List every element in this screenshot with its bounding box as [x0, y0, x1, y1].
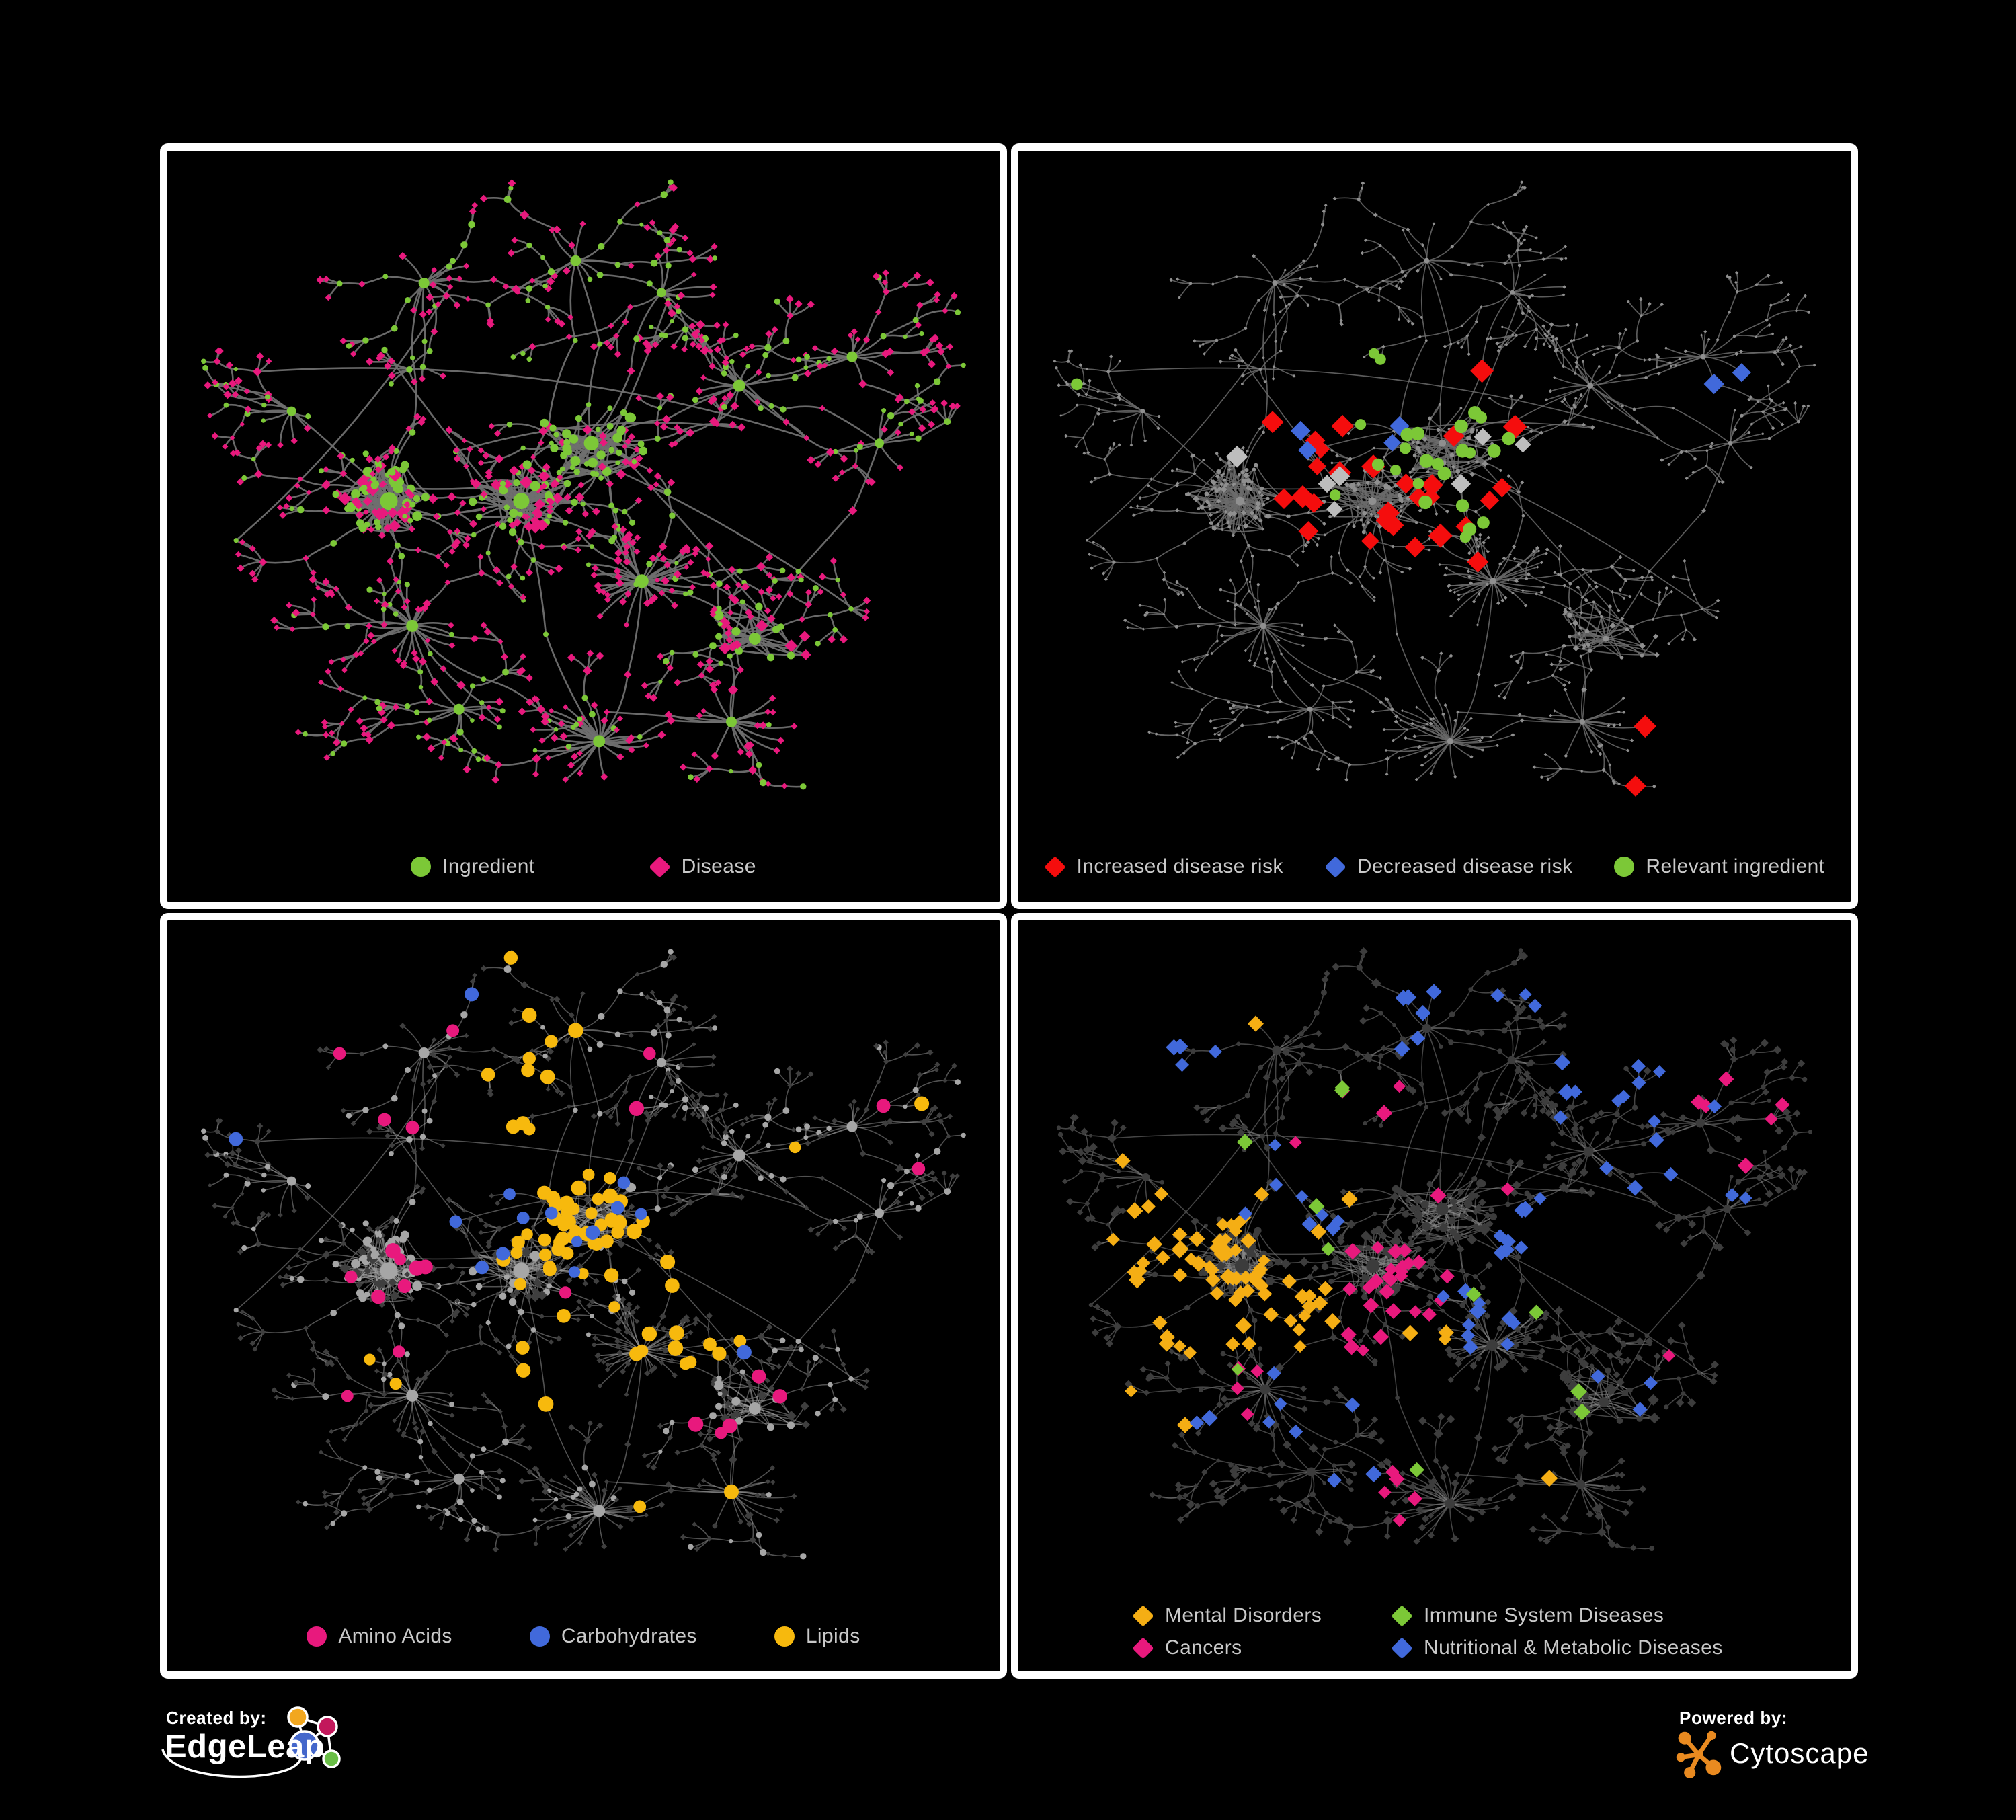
legend-label: Relevant ingredient [1646, 855, 1825, 877]
legend-marker-circle-icon [307, 1626, 327, 1647]
legend-marker-diamond-icon [1391, 1604, 1413, 1627]
cytoscape-credit: Powered by: Cytoscape [1673, 1704, 1868, 1798]
legend-label: Lipids [805, 1625, 860, 1647]
legend-item-increased-disease-risk: Increased disease risk [1043, 855, 1283, 878]
legend-label: Mental Disorders [1165, 1604, 1322, 1626]
network-canvas-ingredient-disease [201, 179, 966, 790]
legend-marker-circle-icon [529, 1626, 550, 1647]
legend-label: Nutritional & Metabolic Diseases [1424, 1636, 1723, 1659]
edgeleap-wordmark: EdgeLeap [165, 1729, 325, 1765]
legend-item-carbohydrates: Carbohydrates [529, 1625, 697, 1648]
network-canvas-disease-classes [1056, 947, 1813, 1552]
legend-marker-diamond-icon [648, 855, 671, 878]
legend-marker-diamond-icon [1043, 855, 1066, 878]
legend-label: Immune System Diseases [1424, 1604, 1664, 1626]
legend-marker-diamond-icon [1391, 1636, 1413, 1659]
legend-nutrient-classes: Amino Acids Carbohydrates Lipids [167, 1601, 1000, 1671]
legend-marker-diamond-icon [1324, 855, 1346, 878]
panel-grid: Ingredient Disease Increased disease risk… [160, 143, 1858, 1679]
edgeleap-logo-icon [161, 1706, 341, 1778]
legend-item-nutritional-metabolic-diseases: Nutritional & Metabolic Diseases [1391, 1636, 1723, 1659]
legend-item-disease: Disease [648, 855, 756, 878]
cytoscape-wordmark: Cytoscape [1730, 1737, 1869, 1769]
legend-label: Carbohydrates [561, 1625, 697, 1647]
legend-disease-classes: Mental Disorders Immune System Diseases Ca… [1018, 1592, 1851, 1671]
cytoscape-logo-row: Cytoscape [1673, 1728, 1869, 1779]
legend-disease-risk: Increased disease risk Decreased disease … [1018, 832, 1851, 902]
legend-label: Disease [681, 855, 756, 877]
legend-marker-diamond-icon [1132, 1604, 1154, 1627]
legend-marker-circle-icon [774, 1626, 795, 1647]
legend-label: Amino Acids [338, 1625, 452, 1647]
panel-ingredient-disease: Ingredient Disease [160, 143, 1007, 909]
legend-item-decreased-disease-risk: Decreased disease risk [1324, 855, 1573, 878]
legend-ingredient-disease: Ingredient Disease [167, 832, 1000, 902]
footer: Created by: EdgeLeap Powered by: Cytosca… [160, 1704, 1868, 1798]
legend-item-immune-system-diseases: Immune System Diseases [1391, 1604, 1723, 1627]
legend-label: Decreased disease risk [1357, 855, 1573, 877]
legend-item-lipids: Lipids [774, 1625, 860, 1648]
legend-item-mental-disorders: Mental Disorders [1132, 1604, 1392, 1627]
legend-item-amino-acids: Amino Acids [307, 1625, 452, 1648]
legend-marker-circle-icon [1614, 857, 1635, 877]
network-canvas-disease-risk [1053, 180, 1816, 797]
created-by-label: Created by: [166, 1708, 267, 1728]
cytoscape-logo-icon [1676, 1731, 1722, 1779]
edgeleap-credit: Created by: EdgeLeap [160, 1704, 389, 1798]
panel-nutrient-classes: Amino Acids Carbohydrates Lipids [160, 913, 1007, 1679]
legend-marker-circle-icon [411, 857, 432, 877]
legend-item-relevant-ingredient: Relevant ingredient [1614, 855, 1824, 878]
legend-marker-diamond-icon [1132, 1636, 1154, 1659]
panel-disease-risk: Increased disease risk Decreased disease … [1011, 143, 1858, 909]
powered-by-label: Powered by: [1679, 1708, 1788, 1728]
legend-label: Cancers [1165, 1636, 1242, 1659]
legend-item-ingredient: Ingredient [411, 855, 534, 878]
legend-item-cancers: Cancers [1132, 1636, 1392, 1659]
legend-label: Ingredient [442, 855, 535, 877]
network-canvas-nutrient-classes [201, 949, 966, 1560]
panel-disease-classes: Mental Disorders Immune System Diseases Ca… [1011, 913, 1858, 1679]
legend-label: Increased disease risk [1076, 855, 1283, 877]
